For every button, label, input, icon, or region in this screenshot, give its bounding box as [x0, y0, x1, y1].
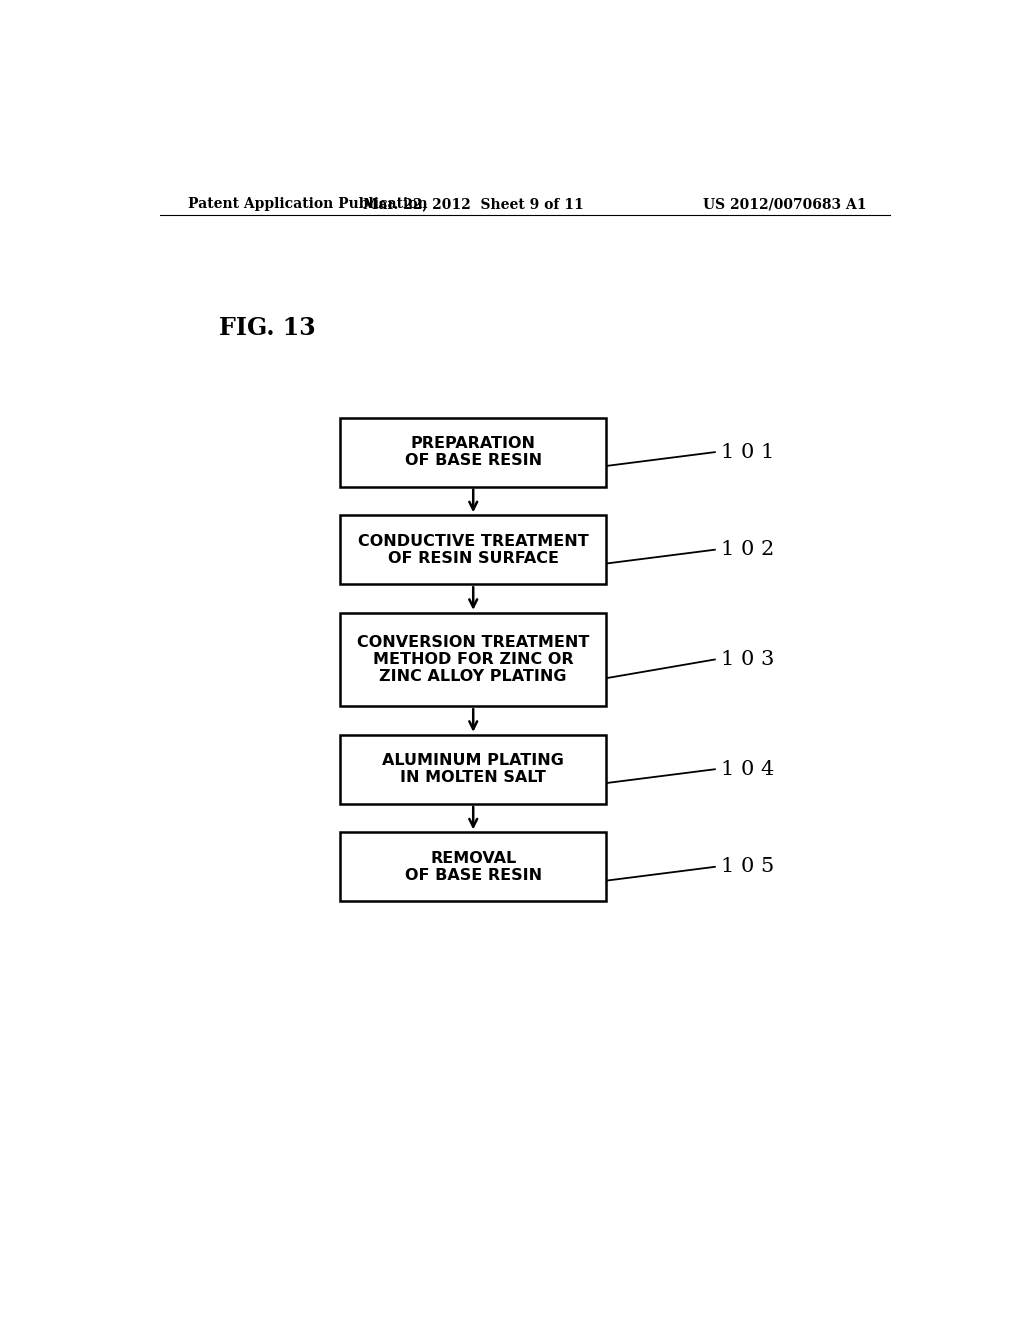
Text: US 2012/0070683 A1: US 2012/0070683 A1 — [702, 197, 866, 211]
Bar — [340, 417, 606, 487]
Text: 1 0 3: 1 0 3 — [721, 649, 774, 669]
Text: CONDUCTIVE TREATMENT
OF RESIN SURFACE: CONDUCTIVE TREATMENT OF RESIN SURFACE — [357, 533, 589, 566]
Text: 1 0 4: 1 0 4 — [721, 760, 774, 779]
Bar — [340, 833, 606, 902]
Text: REMOVAL
OF BASE RESIN: REMOVAL OF BASE RESIN — [404, 850, 542, 883]
Text: 1 0 1: 1 0 1 — [721, 442, 774, 462]
Text: 1 0 5: 1 0 5 — [721, 857, 774, 876]
Bar — [340, 612, 606, 706]
Bar — [340, 515, 606, 585]
Text: CONVERSION TREATMENT
METHOD FOR ZINC OR
ZINC ALLOY PLATING: CONVERSION TREATMENT METHOD FOR ZINC OR … — [357, 635, 590, 684]
Bar — [340, 735, 606, 804]
Text: ALUMINUM PLATING
IN MOLTEN SALT: ALUMINUM PLATING IN MOLTEN SALT — [382, 752, 564, 785]
Text: 1 0 2: 1 0 2 — [721, 540, 774, 560]
Text: Mar. 22, 2012  Sheet 9 of 11: Mar. 22, 2012 Sheet 9 of 11 — [362, 197, 584, 211]
Text: FIG. 13: FIG. 13 — [219, 315, 315, 341]
Text: Patent Application Publication: Patent Application Publication — [187, 197, 427, 211]
Text: PREPARATION
OF BASE RESIN: PREPARATION OF BASE RESIN — [404, 436, 542, 469]
